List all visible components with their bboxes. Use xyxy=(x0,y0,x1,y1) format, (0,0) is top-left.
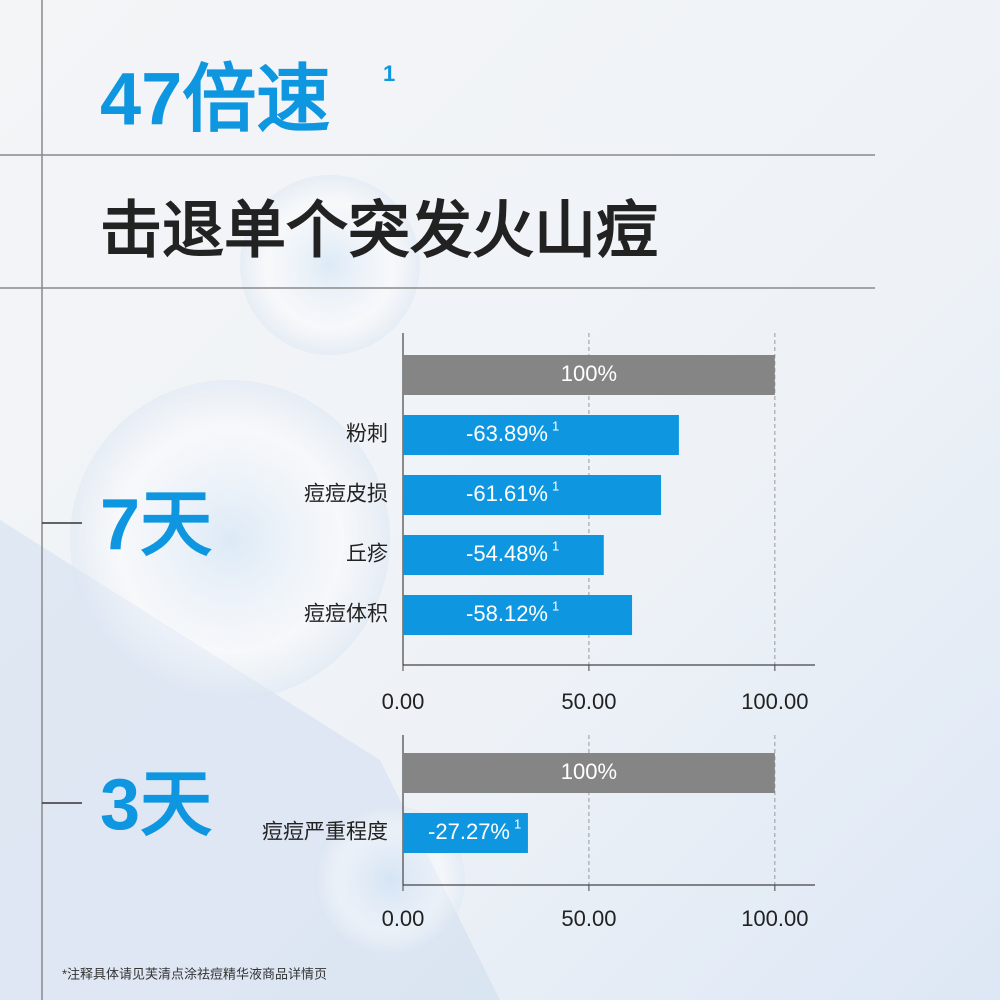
bar xyxy=(403,415,679,455)
bar-label: -54.48% xyxy=(466,541,548,566)
x-tick-label: 0.00 xyxy=(382,689,425,714)
x-tick-label: 100.00 xyxy=(741,906,808,931)
bar-note: 1 xyxy=(514,816,521,831)
bar-note: 1 xyxy=(552,538,559,553)
bar xyxy=(403,813,528,853)
group-label: 7天 xyxy=(100,485,212,565)
title-note: 1 xyxy=(383,61,395,86)
subtitle: 击退单个突发火山痘 xyxy=(100,196,658,265)
footnote: *注释具体请见芙清点涂祛痘精华液商品详情页 xyxy=(62,966,327,981)
bar-label: 100% xyxy=(561,759,617,784)
bar-label: -61.61% xyxy=(466,481,548,506)
bar-note: 1 xyxy=(552,598,559,613)
bar-note: 1 xyxy=(552,418,559,433)
y-tick-label: 痘痘皮损 xyxy=(304,483,388,506)
x-tick-label: 0.00 xyxy=(382,906,425,931)
bar-label: 100% xyxy=(561,361,617,386)
bar-label: -58.12% xyxy=(466,601,548,626)
x-tick-label: 50.00 xyxy=(561,906,616,931)
x-tick-label: 100.00 xyxy=(741,689,808,714)
y-tick-label: 痘痘体积 xyxy=(304,603,388,626)
bar xyxy=(403,595,633,635)
y-tick-label: 丘疹 xyxy=(346,543,388,566)
bar-label: -63.89% xyxy=(466,421,548,446)
bar-label: -27.27% xyxy=(428,819,510,844)
decor-bubble xyxy=(240,175,420,355)
y-tick-label: 痘痘严重程度 xyxy=(262,821,388,844)
bar xyxy=(403,535,604,575)
bar xyxy=(403,753,775,793)
decor-bubble xyxy=(70,380,390,700)
bar xyxy=(403,475,662,515)
group-label: 3天 xyxy=(100,765,212,845)
x-tick-label: 50.00 xyxy=(561,689,616,714)
bar-note: 1 xyxy=(552,478,559,493)
title: 47倍速 xyxy=(100,58,330,141)
bar xyxy=(403,355,775,395)
y-tick-label: 粉刺 xyxy=(346,423,388,446)
